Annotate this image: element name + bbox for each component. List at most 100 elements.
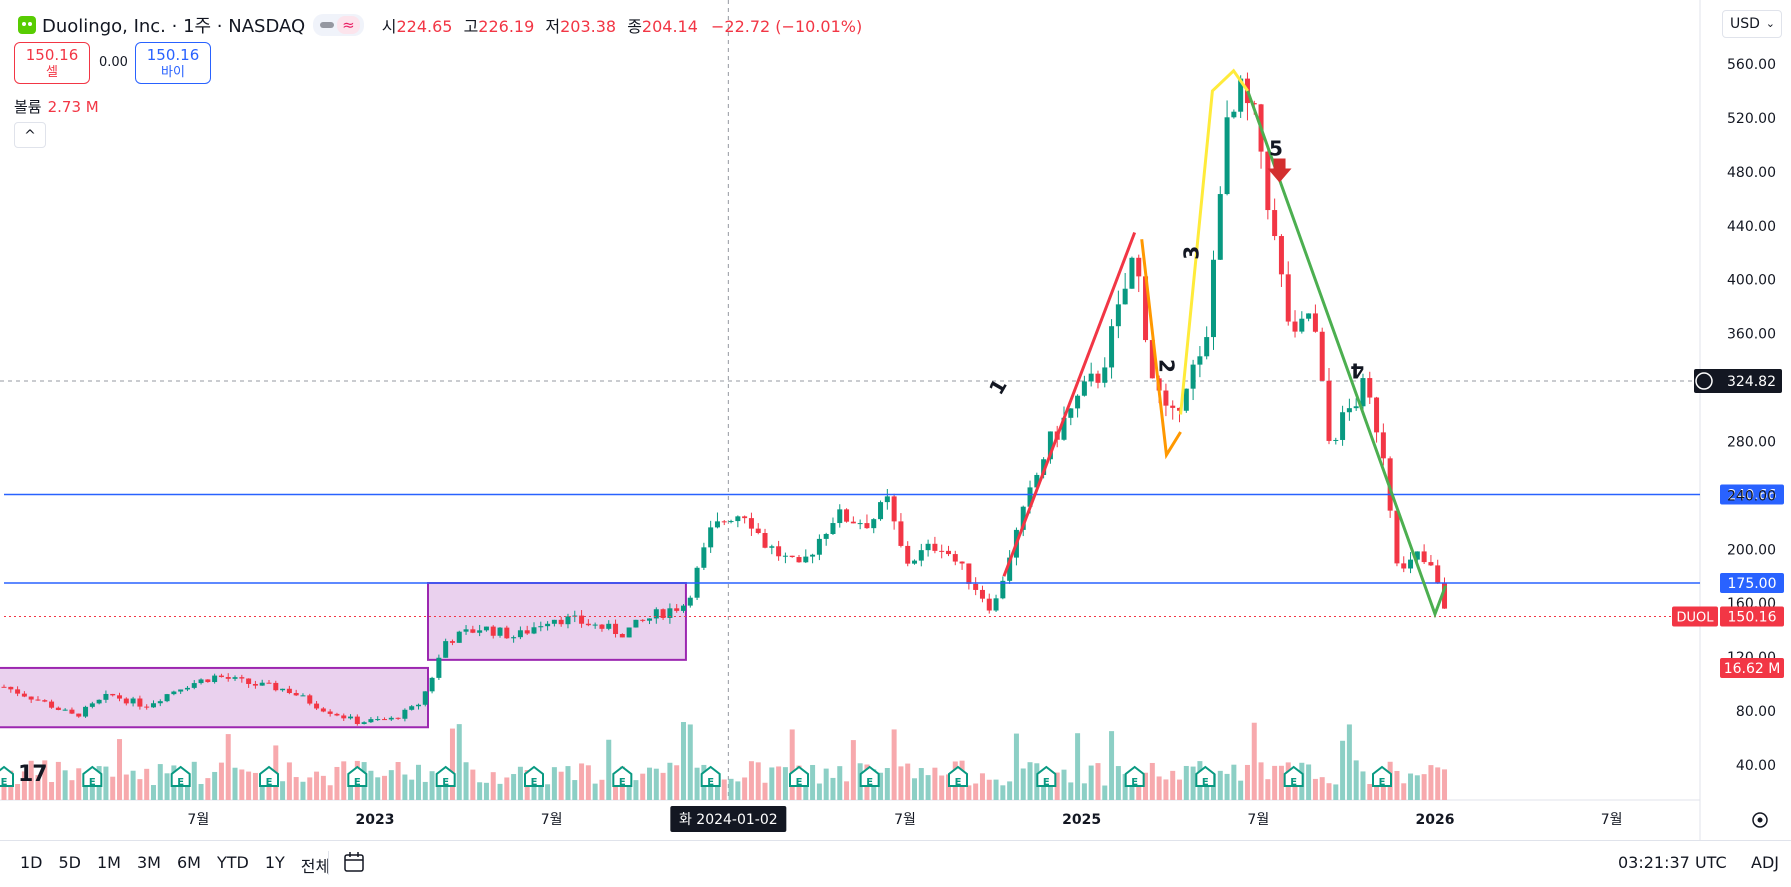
volume-bar: [1394, 771, 1400, 800]
y-tick-label: 240.00: [1727, 488, 1776, 504]
volume-bar: [191, 761, 197, 800]
range-1m[interactable]: 1M: [97, 853, 121, 872]
symbol-label: DUOL: [1676, 610, 1714, 625]
candle-body: [388, 717, 394, 720]
range-6m[interactable]: 6M: [176, 853, 201, 872]
candle-body: [1034, 474, 1040, 488]
range-all[interactable]: 전체: [300, 857, 331, 876]
ohlc-values: 시224.65 고226.19 저203.38 종204.14 −22.72 (…: [381, 17, 863, 36]
candle-body: [1102, 367, 1108, 383]
volume-bar: [680, 722, 686, 800]
volume-bar: [613, 775, 619, 800]
candle-body: [49, 701, 55, 708]
candle-body: [1000, 580, 1006, 599]
volume-bar: [110, 776, 116, 800]
candle-body: [1251, 103, 1257, 105]
volume-bar: [429, 771, 435, 800]
volume-bar: [1340, 740, 1346, 800]
candle-body: [456, 631, 462, 643]
wave-label: 4: [1350, 358, 1364, 382]
candle-body: [449, 641, 455, 643]
utc-clock[interactable]: 03:21:37 UTC: [1618, 853, 1727, 872]
candle-body: [21, 693, 27, 697]
svg-text:E: E: [531, 777, 538, 788]
y-tick-label: 40.00: [1736, 758, 1776, 774]
volume-bar: [1258, 762, 1264, 800]
candle-body: [1075, 395, 1081, 409]
compare-icon[interactable]: ≈: [337, 16, 360, 34]
candle-body: [497, 627, 503, 636]
volume-bar: [667, 762, 673, 800]
y-tick-label: 560.00: [1727, 57, 1776, 73]
volume-bar: [742, 777, 748, 800]
volume-bar: [205, 778, 211, 800]
volume-bar: [69, 780, 75, 800]
volume-bar: [1143, 772, 1149, 800]
range-3m[interactable]: 3M: [136, 853, 161, 872]
candle-body: [1136, 257, 1142, 277]
indicator-toggle-pill[interactable]: ≈: [313, 14, 364, 36]
adj-toggle[interactable]: ADJ: [1751, 853, 1779, 872]
candle-body: [1190, 364, 1196, 389]
date-range-icon[interactable]: [342, 850, 366, 874]
svg-text:E: E: [955, 777, 962, 788]
candle-body: [993, 598, 999, 611]
candle-body: [803, 556, 809, 563]
candle-body: [945, 550, 951, 555]
candle-body: [422, 691, 428, 705]
candle-body: [1340, 412, 1346, 440]
candle-body: [42, 700, 48, 702]
candle-body: [755, 528, 761, 534]
svg-text:E: E: [442, 777, 449, 788]
candle-body: [579, 615, 585, 624]
price-chart[interactable]: 240.66 175.00 1 2 3 4 5 E E E E E E E E E E E E E E E E E 560.00…: [0, 0, 1791, 840]
candle-body: [531, 627, 537, 634]
range-1y[interactable]: 1Y: [264, 853, 285, 872]
candle-body: [1177, 407, 1183, 411]
volume-bar: [1156, 776, 1162, 800]
volume-bar: [776, 766, 782, 800]
hide-icon[interactable]: [320, 22, 335, 28]
volume-bar: [409, 779, 415, 800]
candle-body: [830, 523, 836, 534]
range-1d[interactable]: 1D: [20, 853, 43, 872]
collapse-legend-button[interactable]: ^: [14, 122, 46, 148]
volume-bar: [348, 783, 354, 800]
volume-bar: [293, 777, 299, 800]
buy-button[interactable]: 150.16 바이: [135, 42, 211, 84]
volume-bar: [769, 767, 775, 800]
candle-body: [966, 563, 972, 584]
svg-text:E: E: [796, 777, 803, 788]
volume-bar: [633, 780, 639, 800]
range-5d[interactable]: 5D: [58, 853, 82, 872]
volume-bar: [55, 761, 61, 800]
earnings-icon: E: [82, 765, 103, 788]
candle-body: [1374, 397, 1380, 433]
candle-body: [1047, 431, 1053, 460]
svg-text:E: E: [1, 777, 8, 788]
volume-bar: [511, 774, 517, 800]
candle-body: [307, 695, 313, 704]
candle-body: [728, 521, 734, 523]
volume-bar: [232, 767, 238, 800]
y-tick-label: 360.00: [1727, 327, 1776, 343]
range-ytd[interactable]: YTD: [216, 853, 249, 872]
volume-bar: [538, 780, 544, 800]
price-tag-2: 175.00: [1720, 573, 1784, 594]
candle-body: [1394, 510, 1400, 564]
x-tick-label: 7월: [894, 812, 916, 828]
tradingview-logo[interactable]: 17: [18, 762, 48, 787]
candle-body: [565, 616, 571, 625]
candle-body: [348, 716, 354, 719]
candle-body: [415, 704, 421, 707]
currency-select[interactable]: USD ⌄: [1722, 10, 1782, 38]
volume-bar: [123, 774, 129, 800]
volume-bar: [844, 781, 850, 800]
candle-body: [680, 605, 686, 611]
svg-text:E: E: [1202, 777, 1209, 788]
candle-body: [239, 677, 245, 679]
sell-button[interactable]: 150.16 셀: [14, 42, 90, 84]
candle-body: [157, 701, 163, 704]
volume-bar: [422, 781, 428, 800]
symbol-title[interactable]: Duolingo, Inc. · 1주 · NASDAQ: [42, 16, 306, 37]
